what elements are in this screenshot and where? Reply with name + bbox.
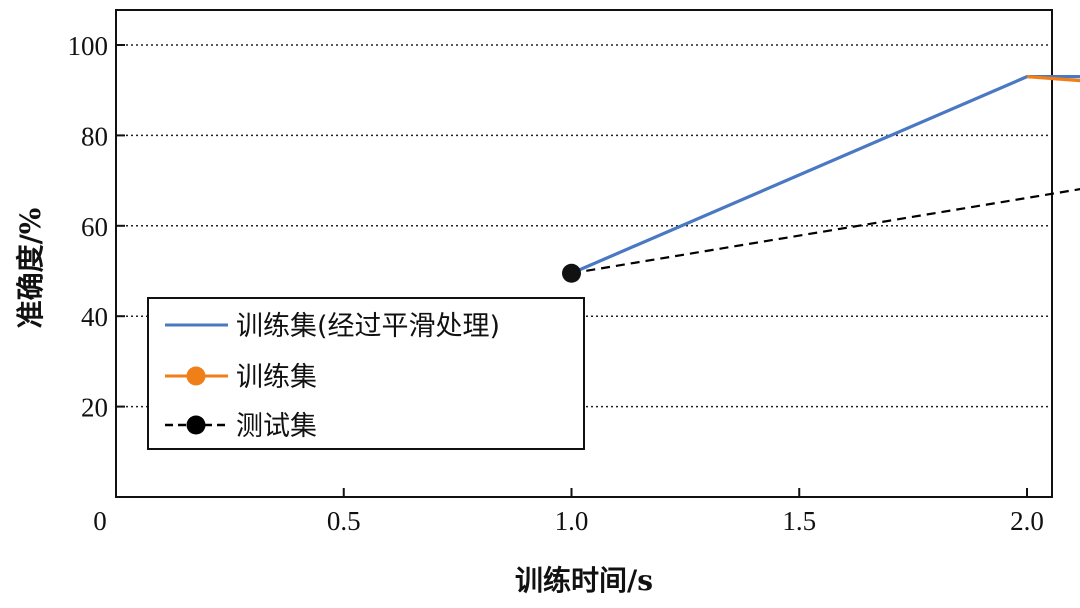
y-tick-label: 100 bbox=[68, 31, 109, 61]
y-tick-label: 60 bbox=[81, 212, 108, 242]
y-tick-label: 20 bbox=[81, 393, 108, 423]
legend-label-test: 测试集 bbox=[236, 411, 317, 442]
plot-frame bbox=[115, 9, 1053, 498]
x-origin-label: 0 bbox=[93, 506, 107, 536]
x-tick-label: 2.0 bbox=[1010, 506, 1044, 536]
x-axis-label: 训练时间/s bbox=[515, 564, 653, 597]
legend-label-smoothed: 训练集(经过平滑处理) bbox=[236, 311, 500, 342]
legend-marker-test bbox=[186, 415, 206, 435]
series-markers bbox=[562, 263, 581, 283]
x-tick-label: 0.5 bbox=[327, 506, 361, 536]
y-tick-label: 80 bbox=[81, 121, 108, 151]
x-tick-label: 1.0 bbox=[555, 506, 589, 536]
test-point-marker bbox=[562, 263, 581, 283]
y-tick-label: 40 bbox=[81, 302, 108, 332]
series-lines bbox=[570, 75, 1080, 275]
x-tick-label: 1.5 bbox=[782, 506, 816, 536]
legend: 训练集(经过平滑处理) 训练集 测试集 bbox=[147, 297, 585, 450]
series-line-2 bbox=[571, 188, 1080, 275]
axes bbox=[115, 9, 1053, 498]
series-line-0 bbox=[570, 75, 1080, 275]
legend-label-train: 训练集 bbox=[236, 362, 317, 393]
legend-marker-train bbox=[186, 366, 206, 386]
series-line-1 bbox=[1026, 75, 1080, 83]
y-axis-label: 准确度/% bbox=[14, 208, 47, 329]
